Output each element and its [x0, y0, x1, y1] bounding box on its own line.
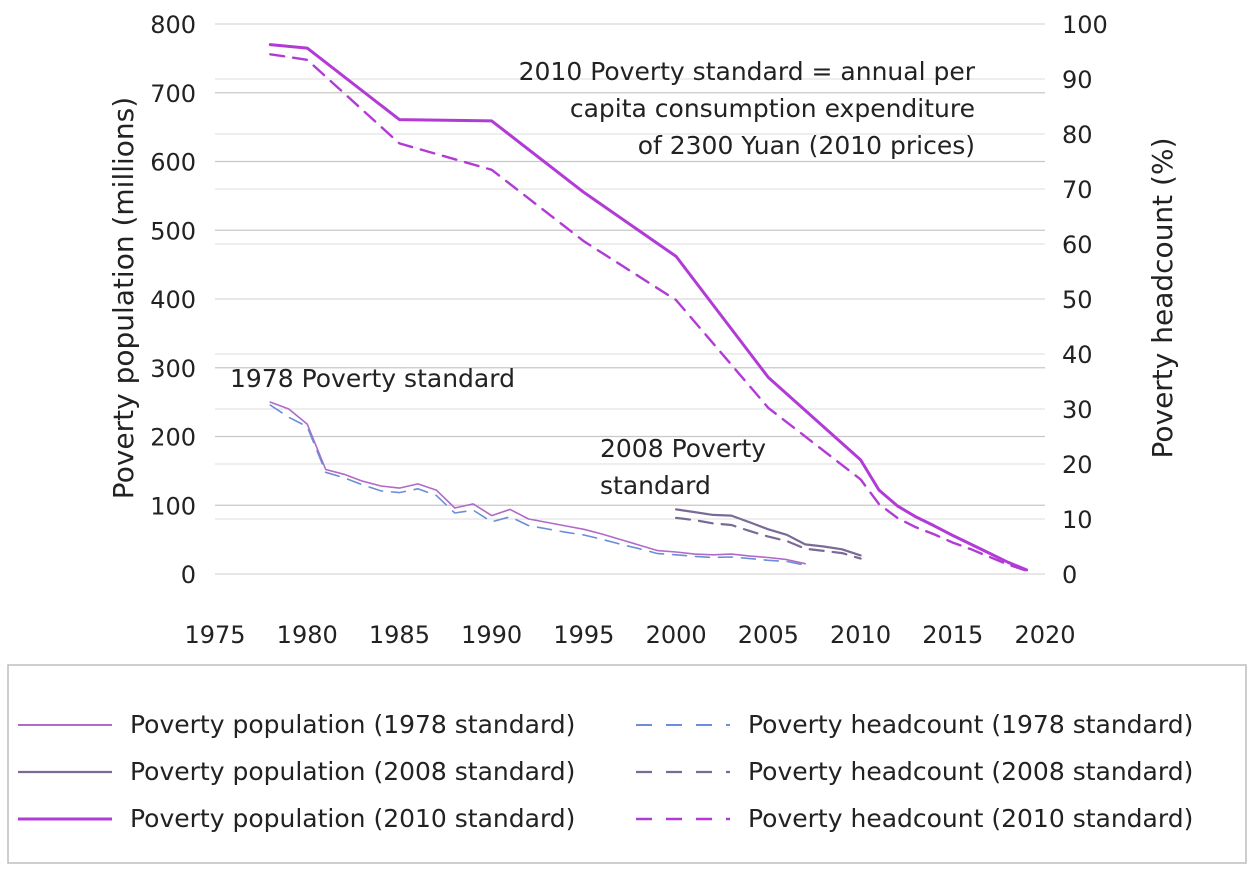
y2-tick-label: 10	[1062, 506, 1093, 534]
y-tick-label: 800	[150, 11, 196, 39]
legend-label-4: Poverty population (2010 standard)	[130, 804, 575, 833]
y-tick-label: 500	[150, 217, 196, 245]
series-line-1	[269, 404, 807, 567]
y-tick-label: 400	[150, 286, 196, 314]
x-tick-label: 2000	[646, 621, 707, 649]
y-tick-label: 0	[181, 561, 196, 589]
y2-tick-label: 70	[1062, 176, 1093, 204]
y2-tick-label: 20	[1062, 451, 1093, 479]
y2-axis-ticks: 0 10 20 30 40 50 60 70 80 90 100	[1062, 11, 1108, 589]
y-tick-label: 700	[150, 80, 196, 108]
series-line-0	[269, 401, 807, 565]
annotation-2-line-1: standard	[600, 471, 711, 500]
legend-label-1: Poverty headcount (1978 standard)	[748, 710, 1193, 739]
x-tick-label: 1990	[461, 621, 522, 649]
series-line-5	[269, 53, 1028, 572]
x-axis-ticks: 1975 1980 1985 1990 1995 2000 2005 2010 2015 2020	[184, 621, 1075, 649]
y-axis-ticks: 0 100 200 300 400 500 600 700 800	[150, 11, 196, 589]
annotations: 2010 Poverty standard = annual per capita…	[230, 57, 976, 500]
legend-box	[7, 664, 1247, 864]
annotation-1-line-0: 1978 Poverty standard	[230, 364, 515, 393]
y2-tick-label: 30	[1062, 396, 1093, 424]
legend-label-3: Poverty headcount (2008 standard)	[748, 757, 1193, 786]
annotation-0-line-1: capita consumption expenditure	[570, 94, 975, 123]
y2-tick-label: 40	[1062, 341, 1093, 369]
x-tick-label: 1975	[184, 621, 245, 649]
y-tick-label: 300	[150, 355, 196, 383]
annotation-2-line-0: 2008 Poverty	[600, 434, 766, 463]
legend-label-0: Poverty population (1978 standard)	[130, 710, 575, 739]
y2-tick-label: 90	[1062, 66, 1093, 94]
series-line-4	[268, 43, 1029, 572]
x-tick-label: 2005	[738, 621, 799, 649]
y-tick-label: 100	[150, 492, 196, 520]
legend: Poverty population (1978 standard) Povert…	[18, 710, 1193, 833]
x-tick-label: 1995	[553, 621, 614, 649]
annotation-0-line-0: 2010 Poverty standard = annual per	[519, 57, 976, 86]
y2-tick-label: 0	[1062, 561, 1077, 589]
series-line-2	[674, 508, 862, 557]
x-tick-label: 2010	[830, 621, 891, 649]
legend-label-5: Poverty headcount (2010 standard)	[748, 804, 1193, 833]
annotation-0-line-2: of 2300 Yuan (2010 prices)	[638, 131, 975, 160]
y-tick-label: 200	[150, 424, 196, 452]
x-tick-label: 1985	[369, 621, 430, 649]
y-axis-title: Poverty population (millions)	[107, 97, 140, 499]
y2-axis-title: Poverty headcount (%)	[1146, 137, 1179, 458]
x-tick-label: 2015	[922, 621, 983, 649]
x-tick-label: 1980	[277, 621, 338, 649]
legend-label-2: Poverty population (2008 standard)	[130, 757, 575, 786]
y2-tick-label: 100	[1062, 11, 1108, 39]
y-tick-label: 600	[150, 149, 196, 177]
x-tick-label: 2020	[1014, 621, 1075, 649]
series-line-3	[674, 516, 862, 560]
gridlines	[215, 23, 1045, 575]
y2-tick-label: 80	[1062, 121, 1093, 149]
y2-tick-label: 50	[1062, 286, 1093, 314]
series-layer	[268, 43, 1029, 572]
y2-tick-label: 60	[1062, 231, 1093, 259]
